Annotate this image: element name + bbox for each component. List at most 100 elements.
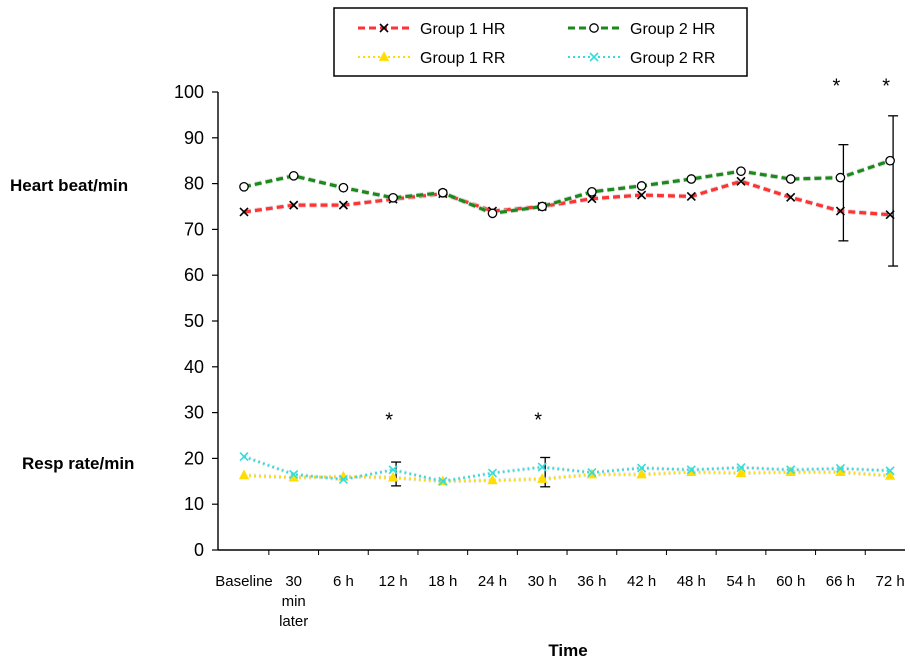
data-point-stroke-b — [388, 465, 398, 475]
data-point-stroke-b — [587, 194, 597, 204]
x-axis-label: Time — [548, 641, 587, 660]
data-point-stroke-b — [289, 469, 299, 479]
axes: 0 10 20 30 40 50 60 70 80 90 100 Baseline 30 min later… — [174, 82, 905, 630]
data-point — [487, 468, 498, 478]
error-bars — [391, 115, 899, 488]
data-point — [835, 206, 845, 216]
data-point-stroke-b — [637, 190, 647, 200]
x-tick-label: 30 — [285, 573, 302, 590]
legend: Group 1 HR Group 1 RR Group 2 HR Group 2 RR — [333, 7, 748, 77]
x-tick-label: 72 h — [875, 573, 904, 590]
series-group-1-rr — [238, 466, 896, 486]
data-point — [835, 463, 845, 474]
legend-marker — [379, 23, 389, 33]
data-point — [637, 190, 647, 200]
data-point-stroke-b — [885, 210, 895, 220]
data-point — [388, 465, 398, 475]
data-point — [537, 201, 548, 212]
data-point — [735, 467, 747, 477]
series-line — [243, 159, 891, 216]
y-axis-label-resp-rate: Resp rate/min — [22, 454, 134, 473]
legend-label: Group 1 RR — [420, 50, 505, 67]
legend-item-group-1-rr: Group 1 RR — [358, 50, 505, 67]
data-point — [736, 166, 746, 177]
data-point — [487, 208, 498, 219]
legend-marker-stroke-b — [589, 52, 599, 62]
data-point — [786, 465, 796, 475]
error-bar — [838, 144, 849, 242]
data-point — [636, 468, 647, 479]
series-group-2-hr — [239, 155, 895, 219]
data-point — [686, 191, 696, 201]
x-tick-label: 42 h — [627, 573, 656, 590]
data-point-stroke-b — [736, 462, 746, 473]
data-point — [885, 155, 895, 166]
y-tick-label: 90 — [184, 128, 204, 148]
x-tick-label: 66 h — [826, 573, 855, 590]
legend-item-group-1-hr: Group 1 HR — [358, 21, 505, 38]
y-tick-label: 50 — [184, 311, 204, 331]
data-point — [736, 462, 746, 473]
legend-label: Group 1 HR — [420, 21, 505, 38]
data-point-stroke-b — [239, 452, 249, 462]
x-tick-label: Baseline — [215, 573, 273, 590]
annotations: * * * * — [385, 75, 890, 431]
x-tick-label: 36 h — [577, 573, 606, 590]
legend-marker-stroke-b — [379, 23, 389, 33]
x-tick-label: 12 h — [378, 573, 407, 590]
y-tick-label: 0 — [194, 540, 204, 560]
data-point — [289, 469, 299, 479]
legend-marker — [378, 51, 390, 61]
series-group — [238, 155, 896, 486]
legend-marker — [589, 52, 599, 62]
y-tick-label: 70 — [184, 219, 204, 239]
data-point-stroke-b — [438, 476, 448, 486]
data-point — [785, 174, 796, 184]
data-point — [537, 462, 547, 472]
data-point-stroke-b — [835, 206, 845, 216]
data-point — [537, 473, 548, 483]
data-point-stroke-b — [786, 465, 796, 475]
data-point-stroke-b — [289, 200, 299, 210]
data-point — [239, 181, 249, 192]
data-point — [885, 466, 895, 476]
data-point — [338, 200, 348, 210]
x-tick-label: min — [282, 593, 306, 610]
significance-marker: * — [534, 410, 542, 432]
x-tick-label: 6 h — [333, 573, 354, 590]
data-point — [338, 182, 349, 193]
data-point — [686, 174, 697, 184]
data-point — [239, 452, 249, 462]
x-tick-label: 24 h — [478, 573, 507, 590]
significance-marker: * — [882, 75, 890, 97]
data-point — [387, 471, 399, 482]
x-tick-label: later — [279, 613, 308, 630]
data-point — [686, 465, 696, 475]
data-point-stroke-b — [239, 207, 249, 217]
data-point — [388, 192, 398, 203]
data-point — [835, 172, 846, 183]
data-point-stroke-b — [537, 462, 547, 472]
x-tick-label: 30 h — [528, 573, 557, 590]
data-point-stroke-b — [736, 176, 746, 186]
y-tick-label: 100 — [174, 82, 204, 102]
significance-marker: * — [833, 75, 841, 97]
data-point-stroke-b — [487, 468, 498, 478]
series-group-2-rr — [239, 452, 895, 486]
data-point — [587, 194, 597, 204]
legend-marker — [589, 23, 599, 33]
data-point — [239, 207, 249, 217]
x-tick-label: 60 h — [776, 573, 805, 590]
error-bar — [888, 115, 899, 267]
data-point-stroke-b — [686, 191, 696, 201]
data-point-stroke-b — [885, 466, 895, 476]
legend-item-group-2-rr: Group 2 RR — [568, 50, 715, 67]
y-tick-label: 40 — [184, 357, 204, 377]
x-tick-label: 54 h — [726, 573, 755, 590]
data-point-stroke-b — [786, 192, 796, 202]
y-tick-label: 30 — [184, 403, 204, 423]
y-tick-label: 20 — [184, 448, 204, 468]
legend-label: Group 2 HR — [630, 21, 715, 38]
series-line — [243, 455, 891, 483]
